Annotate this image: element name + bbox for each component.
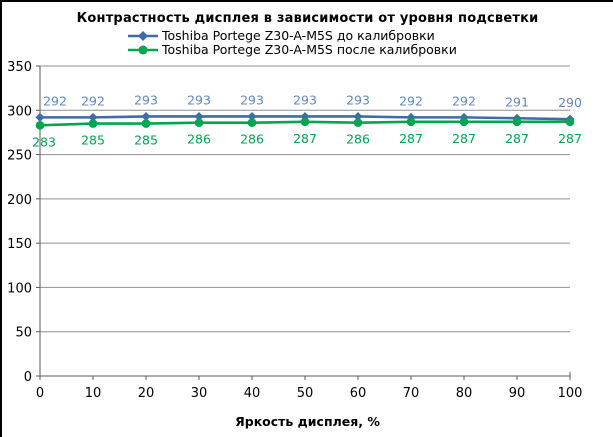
legend-line-circle-icon — [128, 45, 158, 55]
data-point-circle — [353, 118, 363, 127]
data-label: 293 — [240, 92, 264, 107]
y-tick-label: 150 — [7, 237, 32, 252]
data-label: 285 — [81, 133, 105, 148]
data-label: 286 — [187, 132, 211, 147]
x-tick-label: 80 — [456, 386, 473, 401]
data-point-circle — [247, 118, 257, 127]
legend-line-diamond-icon — [128, 31, 158, 41]
x-tick-label: 50 — [297, 386, 314, 401]
data-point-circle — [512, 117, 522, 127]
x-tick-label: 20 — [138, 386, 155, 401]
y-tick-label: 100 — [7, 281, 32, 296]
y-tick-label: 300 — [7, 104, 32, 119]
x-tick-label: 70 — [403, 386, 420, 401]
legend-label-before-calibration: Toshiba Portege Z30-A-M5S до калибровки — [162, 28, 435, 43]
data-point-diamond — [353, 111, 363, 121]
data-label: 293 — [346, 92, 370, 107]
data-label: 285 — [134, 133, 158, 148]
data-label: 290 — [558, 95, 582, 110]
data-label: 293 — [293, 92, 317, 107]
data-point-circle — [300, 117, 310, 127]
y-tick-label: 350 — [7, 60, 32, 75]
data-point-diamond — [247, 111, 257, 121]
data-point-circle — [406, 117, 416, 127]
data-label: 292 — [452, 93, 476, 108]
x-tick-label: 30 — [191, 386, 208, 401]
data-label: 287 — [452, 131, 476, 146]
data-point-diamond — [141, 111, 151, 121]
data-label: 286 — [240, 132, 264, 147]
legend-item-before-calibration: Toshiba Portege Z30-A-M5S до калибровки — [127, 29, 457, 43]
data-label: 283 — [32, 134, 56, 149]
data-point-diamond — [194, 111, 204, 121]
data-point-circle — [35, 121, 45, 130]
legend-item-after-calibration: Toshiba Portege Z30-A-M5S после калибров… — [127, 43, 457, 57]
data-point-circle — [88, 119, 98, 128]
legend: Toshiba Portege Z30-A-M5S до калибровки … — [127, 29, 457, 57]
legend-label-after-calibration: Toshiba Portege Z30-A-M5S после калибров… — [162, 42, 457, 57]
x-tick-label: 100 — [558, 386, 583, 401]
x-axis-title: Яркость дисплея, % — [235, 414, 380, 429]
data-label: 292 — [81, 93, 105, 108]
data-point-circle — [459, 117, 469, 127]
data-label: 287 — [558, 131, 582, 146]
data-point-circle — [141, 119, 151, 128]
x-tick-label: 40 — [244, 386, 261, 401]
data-label: 293 — [134, 92, 158, 107]
data-label: 287 — [399, 131, 423, 146]
data-label: 292 — [399, 93, 423, 108]
data-label: 287 — [505, 131, 529, 146]
x-tick-label: 10 — [85, 386, 102, 401]
data-label: 293 — [187, 92, 211, 107]
y-tick-label: 50 — [15, 326, 32, 341]
data-label: 287 — [293, 131, 317, 146]
data-point-circle — [565, 117, 575, 127]
x-tick-label: 0 — [36, 386, 44, 401]
y-tick-label: 200 — [7, 193, 32, 208]
data-point-circle — [194, 118, 204, 127]
x-tick-label: 90 — [509, 386, 526, 401]
data-point-diamond — [88, 112, 98, 122]
x-tick-label: 60 — [350, 386, 367, 401]
data-point-diamond — [35, 112, 45, 122]
y-tick-label: 250 — [7, 149, 32, 164]
data-label: 292 — [43, 93, 67, 108]
data-label: 286 — [346, 132, 370, 147]
chart-title: Контрастность дисплея в зависимости от у… — [76, 11, 539, 26]
data-label: 291 — [505, 94, 529, 109]
y-tick-label: 0 — [24, 370, 32, 385]
